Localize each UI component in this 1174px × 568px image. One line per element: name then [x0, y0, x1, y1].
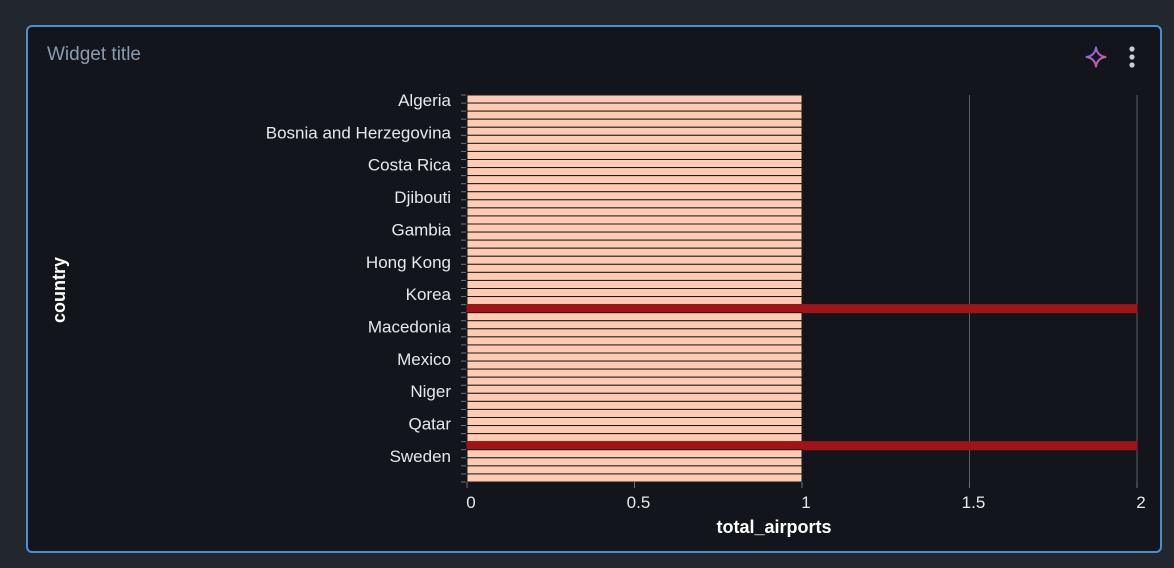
kebab-menu-icon[interactable]	[1120, 44, 1144, 70]
bar	[466, 296, 803, 306]
bar-highlight	[466, 304, 1138, 314]
bar	[466, 400, 803, 410]
bar	[466, 94, 803, 104]
bar	[466, 247, 803, 257]
x-tick-label: 0.5	[627, 493, 651, 512]
bar	[466, 255, 803, 265]
bar	[466, 199, 803, 209]
bar	[466, 312, 803, 322]
y-tick-label: Bosnia and Herzegovina	[266, 123, 452, 142]
bar	[466, 142, 803, 152]
bar	[466, 175, 803, 185]
y-tick-label: Niger	[410, 382, 451, 401]
bar	[466, 271, 803, 281]
bar	[466, 473, 803, 483]
bar	[466, 167, 803, 177]
bars-layer	[466, 94, 1138, 483]
y-tick-label: Costa Rica	[368, 156, 452, 175]
bar	[466, 134, 803, 144]
bar	[466, 118, 803, 128]
bar	[466, 360, 803, 370]
y-ticks-layer	[461, 94, 1138, 488]
bar	[466, 417, 803, 427]
bar	[466, 368, 803, 378]
sparkle-icon[interactable]	[1084, 44, 1108, 70]
y-axis-title: country	[49, 257, 69, 323]
bar	[466, 183, 803, 193]
y-tick-label: Mexico	[397, 350, 451, 369]
bar	[466, 207, 803, 217]
chart: Algeria Bosnia and Herzegovina Costa Rica D…	[49, 91, 1146, 537]
x-tick-label: 1	[801, 493, 810, 512]
bar	[466, 376, 803, 386]
bar	[466, 408, 803, 418]
y-tick-label: Macedonia	[368, 317, 452, 336]
bar	[466, 384, 803, 394]
bar	[466, 328, 803, 338]
bar	[466, 336, 803, 346]
y-labels-layer: Algeria Bosnia and Herzegovina Costa Rica D…	[266, 91, 452, 466]
bar	[466, 457, 803, 467]
bar	[466, 320, 803, 330]
bar	[466, 279, 803, 289]
bar	[466, 239, 803, 249]
x-tick-label: 0	[466, 493, 475, 512]
bar	[466, 263, 803, 273]
bar	[466, 392, 803, 402]
bar	[466, 231, 803, 241]
bar	[466, 425, 803, 435]
bar	[466, 433, 803, 443]
y-tick-label: Sweden	[390, 447, 451, 466]
bar	[466, 288, 803, 298]
bar	[466, 352, 803, 362]
x-tick-label: 1.5	[962, 493, 986, 512]
y-tick-label: Qatar	[408, 415, 451, 434]
y-tick-label: Djibouti	[394, 188, 451, 207]
bar-highlight	[466, 441, 1138, 451]
x-axis-title: total_airports	[716, 517, 831, 537]
x-tick-label: 2	[1136, 493, 1145, 512]
bar	[466, 223, 803, 233]
y-tick-label: Algeria	[398, 91, 451, 110]
bar	[466, 191, 803, 201]
bar	[466, 159, 803, 169]
bar	[466, 449, 803, 459]
widget-panel: Widget title Algeria Bosnia and Herzegovi…	[26, 25, 1162, 553]
y-tick-label: Gambia	[391, 220, 451, 239]
bar	[466, 102, 803, 112]
bar	[466, 126, 803, 136]
bar	[466, 110, 803, 120]
bar	[466, 150, 803, 160]
y-tick-label: Korea	[406, 285, 452, 304]
widget-title: Widget title	[47, 44, 141, 65]
bar	[466, 215, 803, 225]
bar	[466, 465, 803, 475]
y-tick-label: Hong Kong	[366, 253, 451, 272]
x-labels-layer: 0 0.5 1 1.5 2	[466, 493, 1145, 512]
bar	[466, 344, 803, 354]
